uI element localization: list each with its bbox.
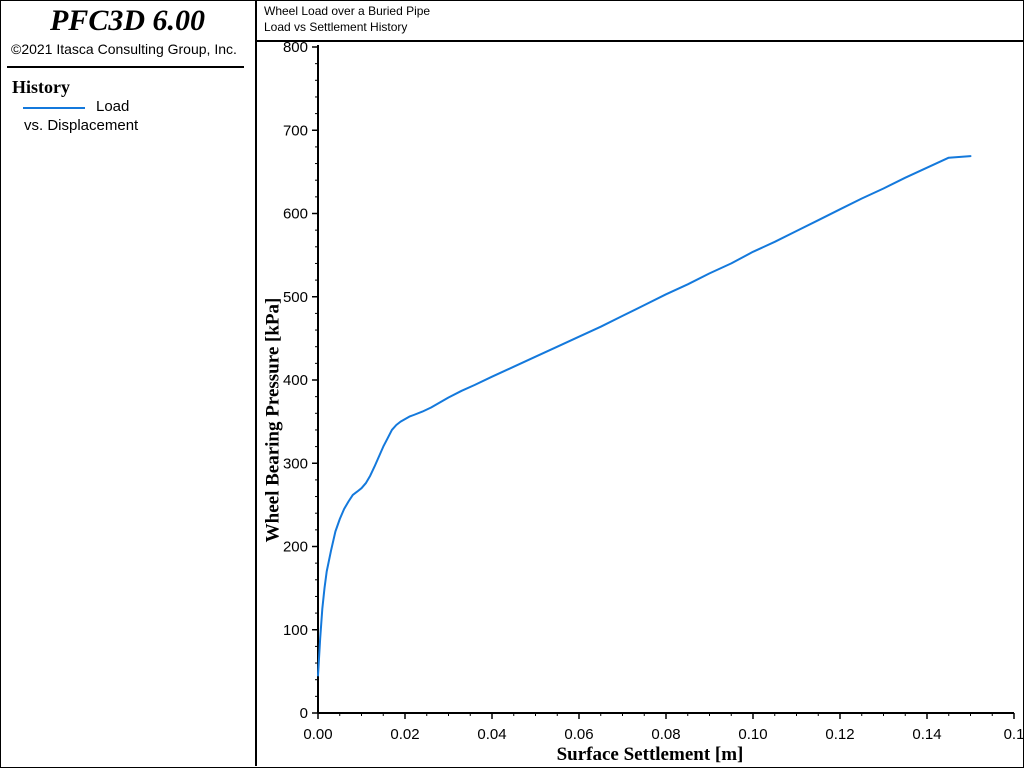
- y-tick-label: 200: [283, 539, 308, 556]
- x-tick-label: 0.14: [912, 726, 941, 743]
- series-line-load: [317, 155, 972, 677]
- y-tick-label: 300: [283, 455, 308, 472]
- chart-axes: [317, 45, 1014, 714]
- legend-heading: History: [12, 77, 70, 97]
- x-tick-label: 0.02: [390, 726, 419, 743]
- x-tick-label: 0.00: [303, 726, 332, 743]
- copyright-notice: ©2021 Itasca Consulting Group, Inc.: [11, 41, 237, 57]
- chart-plot-area: 0 100 200 300 400 500 600 700 800 0.00 0.02 0.04 0.0…: [262, 42, 1023, 765]
- legend-series-swatch: [23, 107, 85, 109]
- y-tick-label: 500: [283, 289, 308, 306]
- x-tick-label: 0.06: [564, 726, 593, 743]
- x-tick-label: 0.08: [651, 726, 680, 743]
- y-axis-title: Wheel Bearing Pressure [kPa]: [262, 298, 283, 543]
- chart-series: [317, 155, 972, 677]
- y-tick-label: 700: [283, 122, 308, 139]
- plot-header: Wheel Load over a Buried Pipe Load vs Se…: [257, 0, 1023, 42]
- y-tick-label: 400: [283, 372, 308, 389]
- app-title: PFC3D 6.00: [49, 4, 205, 37]
- title-divider: [7, 66, 244, 68]
- y-tick-label: 0: [300, 705, 308, 722]
- x-tick-label: 0.04: [477, 726, 506, 743]
- legend-panel: PFC3D 6.00 ©2021 Itasca Consulting Group…: [0, 0, 257, 766]
- x-tick-label: 0.12: [825, 726, 854, 743]
- plot-title-line-2: Load vs Settlement History: [264, 20, 408, 34]
- legend-series-label: Load: [96, 98, 130, 115]
- y-tick-label: 600: [283, 206, 308, 223]
- x-tick-label: 0.10: [738, 726, 767, 743]
- x-tick-label: 0.1: [1004, 726, 1023, 743]
- chart-ticks: 0 100 200 300 400 500 600 700 800 0.00 0.02 0.04 0.0…: [283, 42, 1023, 743]
- y-tick-label: 800: [283, 42, 308, 56]
- y-tick-label: 100: [283, 622, 308, 639]
- plot-title-line-1: Wheel Load over a Buried Pipe: [264, 4, 431, 18]
- x-axis-title: Surface Settlement [m]: [557, 744, 744, 765]
- legend-series-sublabel: vs. Displacement: [24, 117, 139, 134]
